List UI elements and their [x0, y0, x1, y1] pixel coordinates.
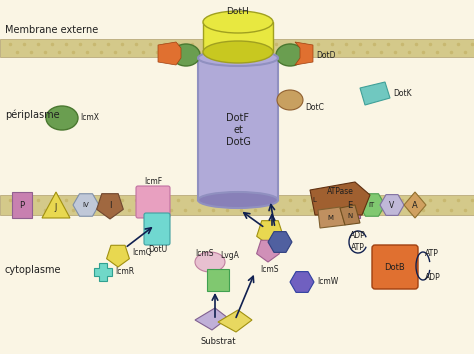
Polygon shape — [97, 194, 123, 219]
Text: IcmS: IcmS — [261, 266, 279, 274]
Text: DotC: DotC — [305, 103, 324, 113]
Text: IcmX: IcmX — [80, 114, 99, 122]
Polygon shape — [158, 42, 181, 65]
FancyBboxPatch shape — [12, 192, 32, 218]
Polygon shape — [318, 207, 345, 228]
Text: cytoplasme: cytoplasme — [5, 265, 62, 275]
Polygon shape — [310, 182, 370, 215]
Ellipse shape — [46, 106, 78, 130]
Text: DotB: DotB — [384, 263, 405, 272]
Polygon shape — [380, 195, 404, 215]
Polygon shape — [404, 192, 426, 218]
Text: E: E — [347, 200, 353, 210]
FancyBboxPatch shape — [372, 245, 418, 289]
Polygon shape — [195, 308, 228, 330]
Text: IcmS: IcmS — [195, 249, 213, 257]
Text: iT: iT — [369, 202, 375, 208]
FancyBboxPatch shape — [136, 186, 170, 218]
FancyBboxPatch shape — [0, 195, 474, 215]
Polygon shape — [257, 221, 283, 246]
FancyBboxPatch shape — [198, 58, 278, 200]
Text: L: L — [312, 197, 316, 203]
Text: iV: iV — [82, 202, 90, 208]
Ellipse shape — [198, 50, 278, 66]
Text: IcmR: IcmR — [115, 268, 134, 276]
FancyBboxPatch shape — [144, 213, 170, 245]
Text: DotD: DotD — [316, 51, 336, 59]
Ellipse shape — [198, 192, 278, 208]
Text: Substrat: Substrat — [200, 337, 236, 347]
Text: M: M — [327, 215, 333, 221]
Text: N: N — [347, 213, 353, 219]
Polygon shape — [295, 42, 313, 65]
Text: ATPase: ATPase — [327, 188, 354, 196]
Ellipse shape — [172, 44, 200, 66]
Text: ADP: ADP — [350, 230, 366, 240]
Text: DotU: DotU — [148, 246, 168, 255]
Text: A: A — [412, 200, 418, 210]
Polygon shape — [256, 240, 279, 262]
Text: DotF
et
DotG: DotF et DotG — [226, 113, 250, 147]
Text: DotK: DotK — [393, 88, 411, 97]
Text: J: J — [55, 204, 57, 212]
FancyBboxPatch shape — [207, 269, 229, 291]
Ellipse shape — [276, 44, 304, 66]
FancyBboxPatch shape — [340, 192, 360, 218]
Polygon shape — [218, 310, 252, 332]
Text: Membrane externe: Membrane externe — [5, 25, 98, 35]
Text: périplasme: périplasme — [5, 110, 60, 120]
Polygon shape — [268, 232, 292, 252]
Ellipse shape — [195, 252, 225, 272]
Polygon shape — [340, 205, 360, 225]
FancyBboxPatch shape — [0, 39, 474, 57]
Text: ADP: ADP — [425, 274, 441, 282]
Text: V: V — [389, 200, 395, 210]
Polygon shape — [359, 194, 385, 216]
Ellipse shape — [203, 11, 273, 33]
Text: IcmF: IcmF — [144, 177, 162, 187]
Ellipse shape — [203, 41, 273, 63]
FancyBboxPatch shape — [203, 22, 273, 52]
Polygon shape — [107, 245, 129, 267]
Polygon shape — [73, 194, 99, 216]
Text: P: P — [19, 200, 25, 210]
Text: LvgA: LvgA — [220, 251, 239, 259]
Polygon shape — [290, 272, 314, 292]
Polygon shape — [42, 192, 70, 218]
Text: DotH: DotH — [227, 7, 249, 17]
Text: IcmQ: IcmQ — [132, 247, 152, 257]
Polygon shape — [360, 82, 390, 105]
Polygon shape — [94, 263, 112, 281]
Text: ATP: ATP — [351, 244, 365, 252]
Ellipse shape — [277, 90, 303, 110]
Text: I: I — [109, 200, 111, 210]
Text: IcmW: IcmW — [317, 278, 338, 286]
Text: ATP: ATP — [425, 249, 439, 257]
